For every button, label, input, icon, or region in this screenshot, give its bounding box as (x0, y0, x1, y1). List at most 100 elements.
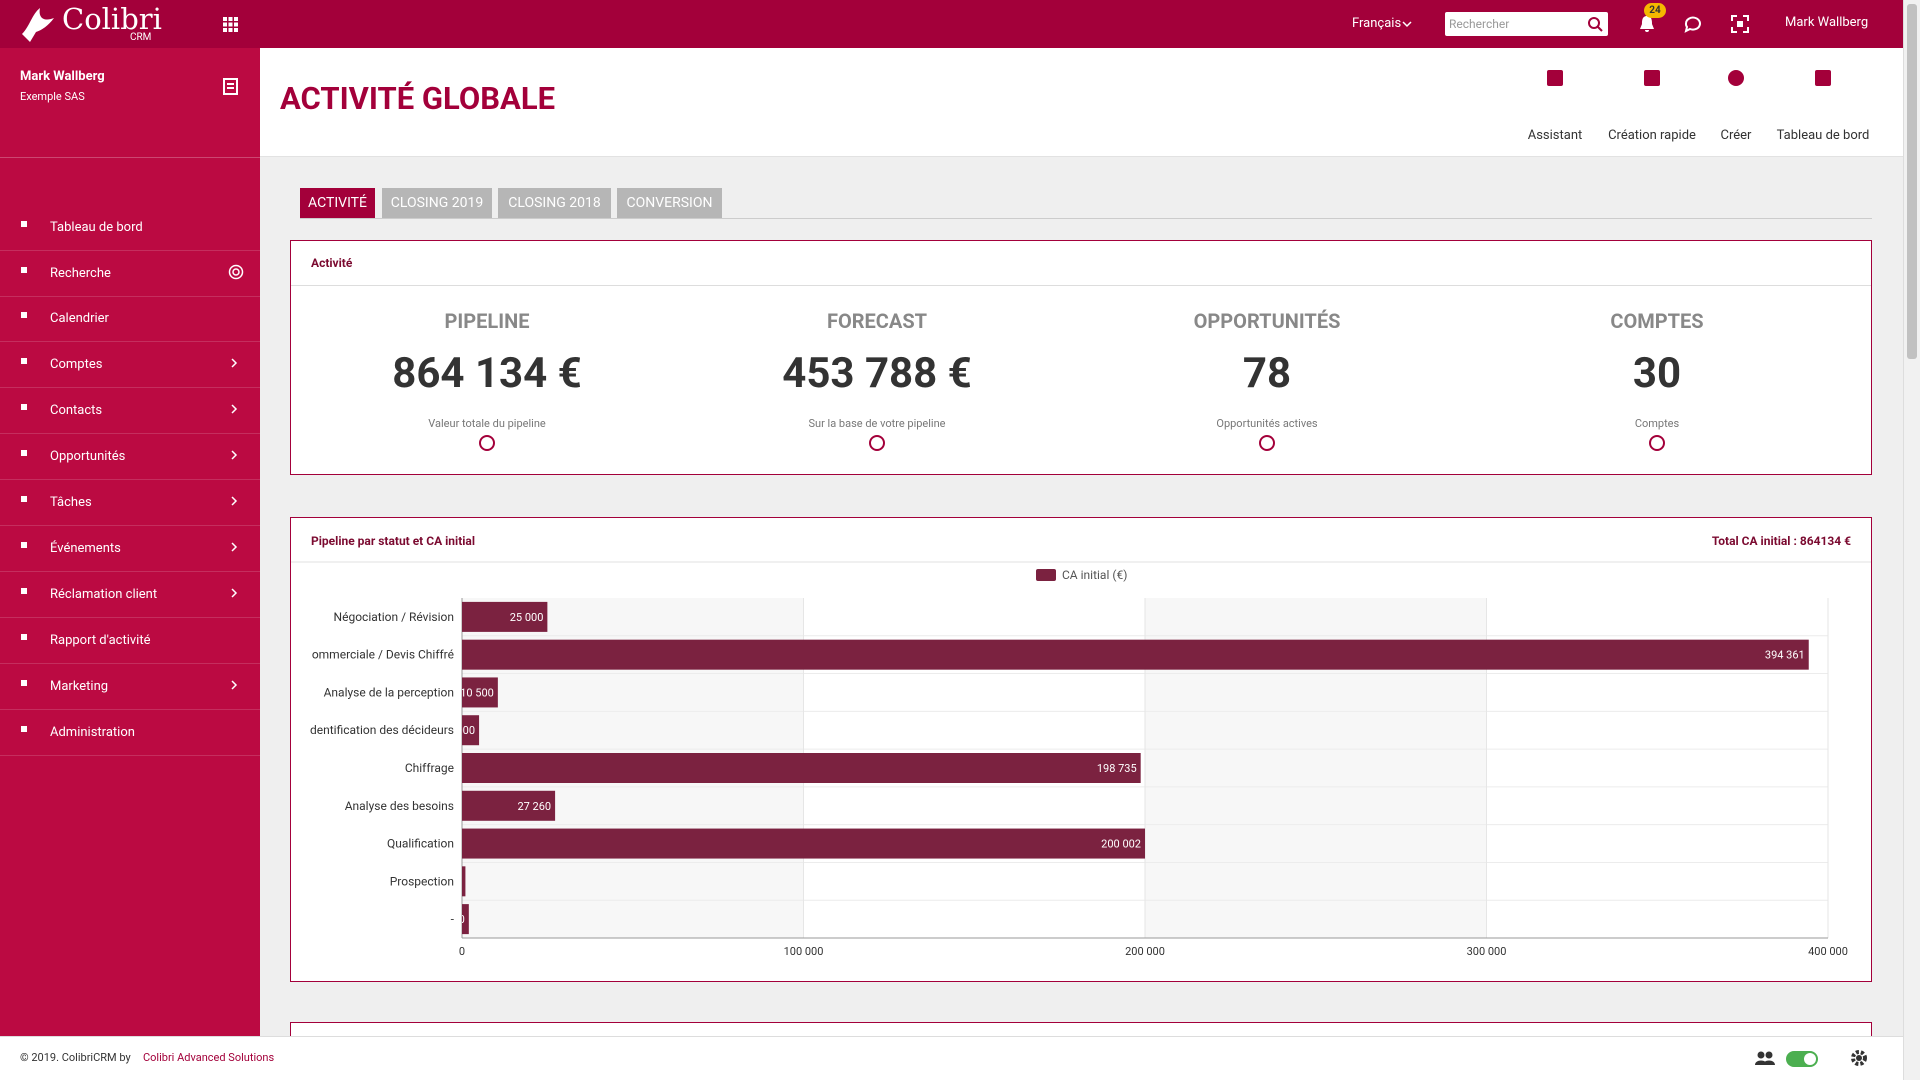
bar (462, 639, 1809, 670)
search-placeholder: Rechercher (1449, 17, 1510, 31)
kpi: COMPTES 30 Comptes (1462, 241, 1852, 471)
users-icon[interactable] (1754, 1050, 1776, 1066)
menu-arrow (230, 357, 238, 372)
kpi-label: OPPORTUNITÉS (1193, 309, 1341, 333)
menu-item[interactable]: Contacts (0, 388, 260, 434)
action-icon[interactable] (1547, 70, 1563, 86)
action-label[interactable]: Tableau de bord (1776, 128, 1870, 143)
kpi-value: 78 (1242, 349, 1292, 398)
menu-item[interactable]: Tableau de bord (0, 205, 260, 251)
action-label[interactable]: Création rapide (1608, 128, 1696, 143)
menu-icon (21, 266, 27, 273)
legend-swatch (1036, 569, 1056, 581)
settings-icon[interactable] (1850, 1049, 1868, 1067)
tab[interactable]: CLOSING 2019 (382, 188, 492, 218)
menu-item[interactable]: Marketing (0, 664, 260, 710)
menu-label: Événements (50, 541, 121, 556)
kpi-link-icon[interactable] (1649, 435, 1665, 451)
menu-icon (21, 679, 27, 686)
menu-label: Tableau de bord (50, 220, 143, 235)
kpi-value: 30 (1632, 349, 1682, 398)
footer-company[interactable]: Colibri Advanced Solutions (143, 1051, 275, 1064)
notification-badge: 24 (1644, 3, 1666, 18)
action-icon[interactable] (1728, 70, 1744, 86)
sidebar-user: Mark Wallberg (20, 69, 105, 84)
panel-divider (291, 285, 1871, 286)
menu-item[interactable]: Opportunités (0, 434, 260, 480)
x-tick-label: 300 000 (1467, 945, 1507, 958)
y-tick-label: - (451, 912, 455, 926)
next-panel (290, 1022, 1872, 1036)
footer: © 2019. ColibriCRM by Colibri Advanced S… (0, 1036, 1903, 1080)
chat-icon[interactable] (1683, 14, 1703, 34)
menu-icon (21, 495, 27, 502)
value-label: 394 361 (1765, 649, 1805, 662)
profile-icon[interactable] (223, 78, 239, 96)
x-tick-label: 400 000 (1808, 945, 1848, 958)
bell-icon[interactable] (1638, 14, 1656, 34)
kpi-value: 864 134 € (392, 349, 582, 398)
menu-item[interactable]: Comptes (0, 342, 260, 388)
sidebar-divider (0, 157, 260, 158)
kpi: FORECAST 453 788 € Sur la base de votre pi… (682, 241, 1072, 471)
scroll-thumb[interactable] (1907, 4, 1917, 359)
value-label: 200 002 (1101, 838, 1141, 851)
tabs-line (300, 218, 1872, 219)
language-select[interactable]: Français (1352, 16, 1402, 31)
chart-title: Pipeline par statut et CA initial (311, 534, 475, 548)
menu-label: Réclamation client (50, 587, 158, 602)
action-label[interactable]: Assistant (1527, 128, 1583, 143)
kpi-panel: Activité PIPELINE 864 134 € Valeur totale … (290, 240, 1872, 475)
kpi-link-icon[interactable] (479, 435, 495, 451)
menu-item[interactable]: Recherche (0, 251, 260, 297)
menu-arrow (230, 449, 238, 464)
x-tick-label: 0 (459, 945, 465, 958)
logo-sub: CRM (130, 32, 152, 43)
action-label[interactable]: Créer (1720, 128, 1752, 143)
scrollbar[interactable] (1903, 0, 1920, 1080)
toggle[interactable] (1786, 1050, 1818, 1068)
bar (462, 753, 1141, 783)
legend-label: CA initial (€) (1062, 568, 1127, 582)
copyright: © 2019. ColibriCRM by (20, 1051, 131, 1064)
menu-icon (21, 403, 27, 410)
bar (462, 904, 469, 935)
menu-arrow (230, 495, 238, 510)
menu-item[interactable]: Calendrier (0, 296, 260, 342)
menu-item[interactable]: Réclamation client (0, 572, 260, 618)
top-bar: Colibri CRM Français Rechercher 24 Mark … (0, 0, 1903, 48)
menu-label: Administration (50, 725, 135, 740)
user-name[interactable]: Mark Wallberg (1785, 15, 1869, 30)
menu-item[interactable]: Événements (0, 526, 260, 572)
menu-label: Contacts (50, 403, 103, 418)
sidebar-company: Exemple SAS (20, 90, 85, 103)
bar (462, 601, 548, 632)
menu-icon (21, 220, 27, 227)
apps-icon[interactable] (223, 17, 238, 32)
tab[interactable]: ACTIVITÉ (300, 188, 375, 218)
action-icon[interactable] (1644, 70, 1660, 86)
y-tick-label: Prospection (390, 874, 454, 888)
menu-item[interactable]: Rapport d'activité (0, 618, 260, 664)
action-icon[interactable] (1815, 70, 1831, 86)
fullscreen-icon[interactable] (1731, 15, 1749, 33)
kpi-caption: Comptes (1634, 417, 1680, 430)
kpi-caption: Valeur totale du pipeline (428, 417, 546, 430)
menu-item[interactable]: Tâches (0, 480, 260, 526)
tab[interactable]: CONVERSION (617, 188, 722, 218)
kpi-link-icon[interactable] (869, 435, 885, 451)
kpi: PIPELINE 864 134 € Valeur totale du pipeli… (292, 241, 682, 471)
value-label: 27 260 (517, 800, 551, 813)
value-label: 2 000 (437, 913, 464, 926)
menu-label: Tâches (50, 495, 92, 510)
y-tick-label: Analyse des besoins (345, 799, 454, 813)
tab[interactable]: CLOSING 2018 (498, 188, 611, 218)
search-icon[interactable] (1587, 16, 1603, 32)
y-tick-label: Chiffrage (405, 761, 454, 775)
chart: Pipeline par statut et CA initial Total C… (291, 534, 1871, 958)
menu-label: Opportunités (50, 449, 126, 464)
kpi-link-icon[interactable] (1259, 435, 1275, 451)
menu-item[interactable]: Administration (0, 710, 260, 756)
search-box[interactable]: Rechercher (1445, 12, 1608, 36)
